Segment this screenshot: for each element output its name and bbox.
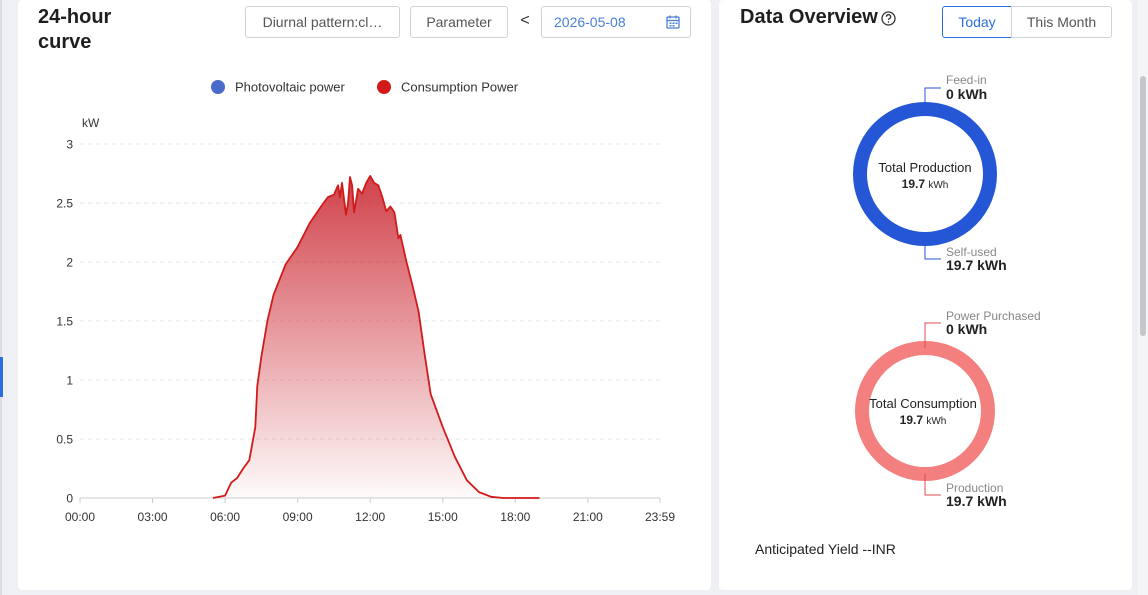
x-tick-label: 23:59 <box>645 510 675 524</box>
legend-marker-0 <box>211 80 225 94</box>
y-tick-label: 3 <box>66 138 73 152</box>
production-value: 19.7 kWh <box>946 493 1007 509</box>
consumption-line <box>212 175 540 499</box>
power-purchased-value: 0 kWh <box>946 321 988 337</box>
total-consumption-unit: kWh <box>926 416 947 427</box>
total-production-unit: kWh <box>928 180 949 191</box>
date-picker[interactable]: 2026-05-08 <box>541 6 691 38</box>
total-production-label: Total Production <box>878 160 972 175</box>
overview-title: Data Overview <box>740 6 878 28</box>
production-connector <box>924 474 941 496</box>
page-scrollbar[interactable] <box>1138 0 1148 595</box>
diurnal-pattern-dropdown[interactable]: Diurnal pattern:cl… <box>245 6 400 38</box>
x-tick-label: 00:00 <box>65 510 95 524</box>
y-tick-label: 2 <box>66 256 73 270</box>
total-consumption-number: 19.7 <box>899 413 923 427</box>
self-used-connector <box>924 238 941 260</box>
date-value: 2026-05-08 <box>554 14 626 30</box>
power-chart: Photovoltaic power Consumption Power 0 0.5… <box>56 80 675 525</box>
anticipated-yield: Anticipated Yield --INR <box>755 541 896 557</box>
x-tick-label: 18:00 <box>500 510 530 524</box>
legend-label-1: Consumption Power <box>401 80 519 95</box>
data-overview-card: Data Overview Today This Month Feed-in 0… <box>719 0 1132 590</box>
power-purchased-label: Power Purchased <box>946 309 1041 323</box>
x-tick-label: 15:00 <box>428 510 458 524</box>
y-axis-label: kW <box>82 116 100 130</box>
overview-donuts <box>853 87 997 496</box>
x-tick-label: 06:00 <box>210 510 240 524</box>
purchased-connector <box>924 322 941 348</box>
y-tick-label: 1.5 <box>56 315 73 329</box>
total-consumption-label: Total Consumption <box>869 396 977 411</box>
total-production-value: 19.7 kWh <box>850 177 1000 193</box>
y-tick-label: 2.5 <box>56 197 73 211</box>
y-tick-label: 0 <box>66 492 73 506</box>
legend-marker-1 <box>377 80 391 94</box>
x-tick-label: 09:00 <box>283 510 313 524</box>
parameter-button[interactable]: Parameter <box>410 6 508 38</box>
self-used-value: 19.7 kWh <box>946 257 1007 273</box>
y-tick-label: 0.5 <box>56 433 73 447</box>
nav-active-marker <box>0 357 3 397</box>
total-production-number: 19.7 <box>901 177 925 191</box>
curve-title: 24-hour curve <box>38 6 112 53</box>
tab-today[interactable]: Today <box>942 6 1012 38</box>
x-tick-label: 12:00 <box>355 510 385 524</box>
x-tick-label: 21:00 <box>573 510 603 524</box>
calendar-icon[interactable] <box>666 15 680 29</box>
scrollbar-thumb[interactable] <box>1140 76 1146 336</box>
feed-in-label: Feed-in <box>946 73 987 87</box>
feed-in-value: 0 kWh <box>946 86 988 102</box>
legend-label-0: Photovoltaic power <box>235 80 346 95</box>
production-label: Production <box>946 481 1004 495</box>
curve-card: 24-hour curve Diurnal pattern:cl… Parame… <box>18 0 711 590</box>
x-tick-label: 03:00 <box>138 510 168 524</box>
consumption-area <box>213 175 540 498</box>
help-circle-icon[interactable] <box>881 11 896 26</box>
consumption-ring <box>855 341 995 481</box>
self-used-label: Self-used <box>946 245 997 259</box>
previous-day-button[interactable]: < <box>520 12 530 29</box>
page-left-edge <box>0 0 2 595</box>
y-tick-label: 1 <box>66 374 73 388</box>
tab-this-month[interactable]: This Month <box>1011 6 1112 38</box>
feed-in-connector <box>924 87 941 110</box>
total-consumption-value: 19.7 kWh <box>848 413 998 429</box>
